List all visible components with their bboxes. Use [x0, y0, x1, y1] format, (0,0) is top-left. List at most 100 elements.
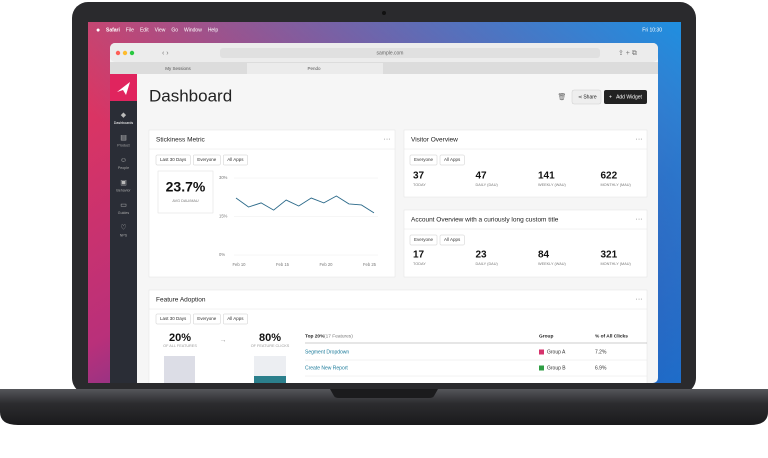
page-title: Dashboard — [149, 86, 232, 105]
card-menu[interactable]: ··· — [636, 296, 643, 303]
nav-label[interactable]: Behavior — [116, 188, 131, 192]
tab-label[interactable]: Pendo — [307, 66, 321, 71]
stat-label: DAILY (DAU) — [476, 183, 499, 187]
filter-button[interactable] — [193, 154, 221, 166]
menu-item[interactable]: Edit — [140, 27, 149, 33]
line-series — [235, 195, 375, 214]
menu-item[interactable]: Safari — [106, 27, 121, 33]
filter-button[interactable] — [223, 313, 248, 325]
metric-value: 23.7% — [166, 179, 206, 195]
tab-active[interactable] — [247, 63, 383, 74]
card — [148, 289, 648, 383]
clock: Fri 10:30 — [642, 27, 662, 33]
filter-button[interactable] — [409, 234, 438, 246]
adoption-value: 20% — [169, 332, 191, 344]
nav-label[interactable]: Product — [117, 143, 129, 147]
adoption-bar — [164, 356, 195, 383]
menu-item[interactable]: Window — [184, 27, 202, 33]
y-tick-label: 0% — [219, 252, 225, 257]
adoption-value: 80% — [259, 332, 281, 344]
filter-label: All Apps — [444, 237, 461, 242]
stat-value: 23 — [476, 250, 488, 261]
nav-label[interactable]: Dashboards — [114, 121, 134, 125]
screen: ● Fri 10:30 Safari File Edit View Go Window He… — [88, 22, 681, 383]
filter-label: Last 30 Days — [160, 157, 187, 162]
group-swatch — [539, 349, 544, 355]
add-widget-button[interactable] — [604, 90, 647, 104]
url-bar[interactable] — [220, 48, 600, 58]
arrow-icon: → — [220, 337, 227, 344]
filter-label: All Apps — [227, 316, 244, 321]
filter-button[interactable] — [439, 234, 465, 246]
table-head: Group — [539, 333, 553, 339]
minimize-button[interactable] — [122, 50, 128, 56]
group-swatch — [539, 365, 544, 371]
filter-button[interactable] — [155, 154, 191, 166]
card-menu[interactable]: ··· — [636, 136, 643, 143]
feature-link[interactable]: Segment Dropdown — [305, 349, 349, 355]
logo-icon — [117, 82, 130, 95]
feature-link[interactable]: Create New Report — [305, 365, 348, 371]
stat-label: WEEKLY (WAU) — [538, 183, 567, 187]
card-title: Feature Adoption — [156, 297, 206, 304]
card-menu[interactable]: ··· — [636, 216, 643, 223]
stat-label: MONTHLY (MAU) — [601, 262, 632, 266]
stat-value: 37 — [413, 171, 425, 182]
nav-label[interactable]: NPS — [120, 233, 128, 237]
delete-icon[interactable]: 🗑 — [558, 92, 567, 101]
stat-value: 622 — [601, 171, 618, 182]
stat-label: DAILY (DAU) — [476, 262, 499, 266]
close-button[interactable] — [115, 50, 121, 56]
menu-item[interactable]: View — [155, 27, 166, 33]
nav-icon: ▤ — [120, 134, 127, 141]
menu-item[interactable]: File — [126, 27, 134, 33]
add-widget-label: Add Widget — [616, 94, 642, 100]
share-button[interactable] — [571, 89, 602, 105]
stat-value: 321 — [601, 250, 618, 261]
y-tick-label: 15% — [219, 214, 228, 219]
stat-value: 47 — [476, 171, 488, 182]
filter-button[interactable] — [155, 313, 191, 325]
adoption-label: OF FEATURE CLICKS — [251, 344, 290, 348]
filter-button[interactable] — [193, 313, 221, 325]
apple-icon: ● — [96, 27, 100, 34]
tab-label[interactable]: My Sessions — [165, 66, 191, 71]
laptop-base — [0, 389, 768, 425]
metric-label: AVG DAU/MAU — [172, 199, 199, 203]
filter-button[interactable] — [439, 154, 465, 166]
nav-icon: ♡ — [120, 223, 126, 231]
plus-icon: + — [609, 94, 612, 100]
stat-label: TODAY — [413, 262, 426, 266]
nav-icon: ▭ — [120, 202, 127, 209]
share-label: Share — [583, 94, 597, 100]
zoom-button[interactable] — [129, 50, 135, 56]
sidebar — [110, 74, 137, 383]
menu-item[interactable]: Help — [208, 27, 219, 33]
toolbar-icons[interactable]: ⇪ + ⧉ — [618, 49, 637, 57]
menubar: ● Fri 10:30 Safari File Edit View Go Window He… — [96, 27, 662, 34]
adoption-label: OF ALL FEATURES — [163, 344, 197, 348]
filter-button[interactable] — [409, 154, 438, 166]
stat-value: 141 — [538, 171, 555, 182]
menu-item[interactable]: Go — [171, 27, 178, 33]
nav-icon: ▣ — [120, 179, 127, 186]
card-title: Stickiness Metric — [156, 137, 206, 144]
nav-label[interactable]: Guides — [118, 211, 130, 215]
x-tick-label: Feb 15 — [276, 262, 290, 267]
group-label: Group B — [547, 365, 566, 371]
stat-value: 17 — [413, 250, 425, 261]
base-notch — [330, 389, 438, 398]
x-tick-label: Feb 20 — [319, 262, 333, 267]
card-title: Account Overview with a curiously long c… — [411, 217, 559, 224]
stat-value: 84 — [538, 250, 550, 261]
url: sample.com — [377, 50, 404, 56]
nav-arrows[interactable]: ‹ › — [162, 50, 169, 57]
tab-bar — [110, 62, 658, 74]
filter-button[interactable] — [223, 154, 248, 166]
nav-label[interactable]: People — [118, 166, 129, 170]
stat-label: WEEKLY (WAU) — [538, 262, 567, 266]
card-menu[interactable]: ··· — [384, 136, 391, 143]
stat-label: MONTHLY (MAU) — [601, 183, 632, 187]
nav-icon: ☺ — [120, 157, 127, 164]
stat-label: TODAY — [413, 183, 426, 187]
